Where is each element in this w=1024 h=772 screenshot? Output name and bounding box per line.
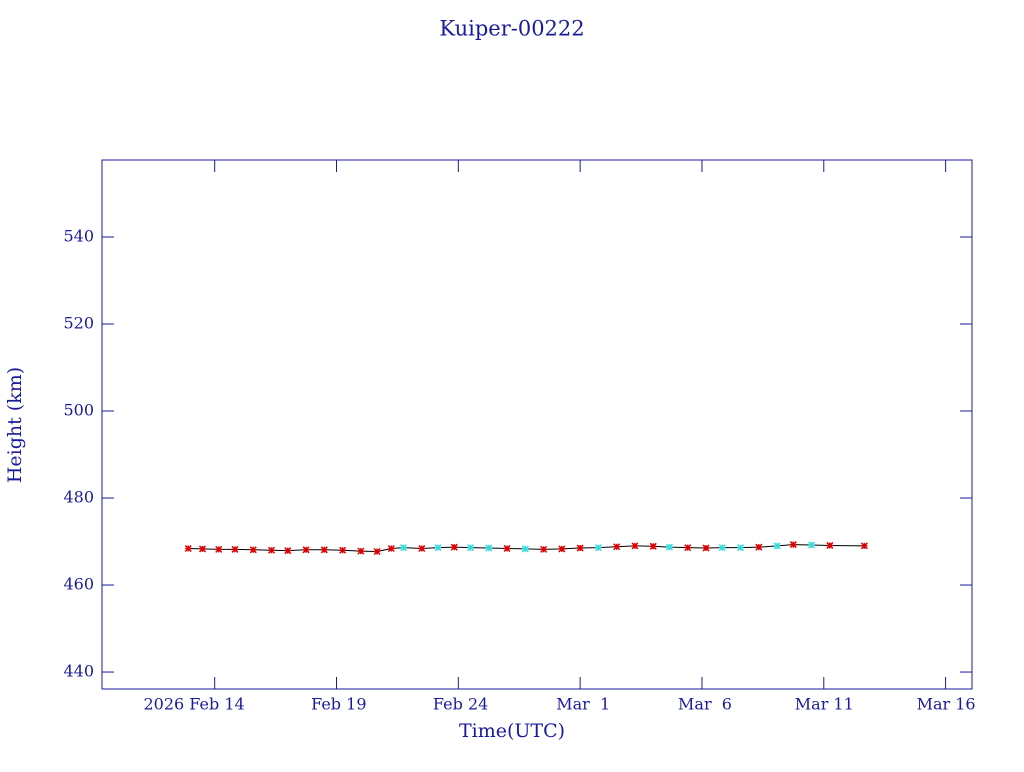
data-point [320, 546, 328, 554]
data-point [702, 544, 710, 552]
x-tick-label: Feb 24 [433, 695, 488, 714]
data-point [215, 545, 223, 553]
x-tick-label: Mar 16 [917, 695, 976, 714]
y-tick-label: 520 [63, 314, 94, 333]
data-point [826, 541, 834, 549]
data-point [558, 545, 566, 553]
data-point [594, 544, 602, 552]
data-point [860, 542, 868, 550]
y-tick-label: 440 [63, 662, 94, 681]
data-point [755, 543, 763, 551]
data-point [540, 545, 548, 553]
plot-frame [101, 159, 973, 690]
data-point [339, 546, 347, 554]
data-point [808, 541, 816, 549]
data-point [373, 547, 381, 556]
x-tick-label: Mar 11 [795, 695, 854, 714]
x-tick-label: Mar 1 [556, 695, 610, 714]
y-tick-label: 480 [63, 488, 94, 507]
data-point [450, 543, 458, 551]
data-point [231, 545, 239, 553]
data-point [789, 541, 797, 549]
data-point [649, 542, 657, 550]
data-point [503, 544, 511, 553]
y-tick-label: 540 [63, 227, 94, 246]
data-point [399, 544, 408, 552]
data-point [773, 542, 781, 550]
data-point [184, 544, 192, 553]
data-point [684, 544, 692, 552]
y-axis-label: Height (km) [4, 367, 26, 483]
y-tick-label: 460 [63, 575, 94, 594]
chart-title: Kuiper-00222 [439, 17, 584, 41]
data-point [631, 542, 639, 550]
data-point [737, 544, 745, 552]
data-point [521, 545, 529, 553]
data-point [718, 544, 726, 552]
data-point [466, 544, 475, 552]
data-point [302, 546, 310, 554]
data-point [485, 544, 493, 552]
data-point [284, 547, 292, 555]
data-point [387, 544, 395, 553]
data-point [357, 547, 365, 555]
data-point [418, 544, 426, 553]
data-point [665, 543, 674, 551]
data-point [576, 544, 584, 552]
x-tick-label: Mar 6 [678, 695, 732, 714]
data-point [268, 546, 276, 554]
data-point [613, 543, 621, 551]
data-point [434, 544, 442, 552]
x-tick-label: Feb 19 [311, 695, 366, 714]
data-point [249, 546, 257, 554]
y-tick-label: 500 [63, 401, 94, 420]
x-tick-label: 2026 Feb 14 [143, 695, 244, 714]
x-axis-label: Time(UTC) [459, 720, 565, 742]
data-point [198, 545, 207, 553]
